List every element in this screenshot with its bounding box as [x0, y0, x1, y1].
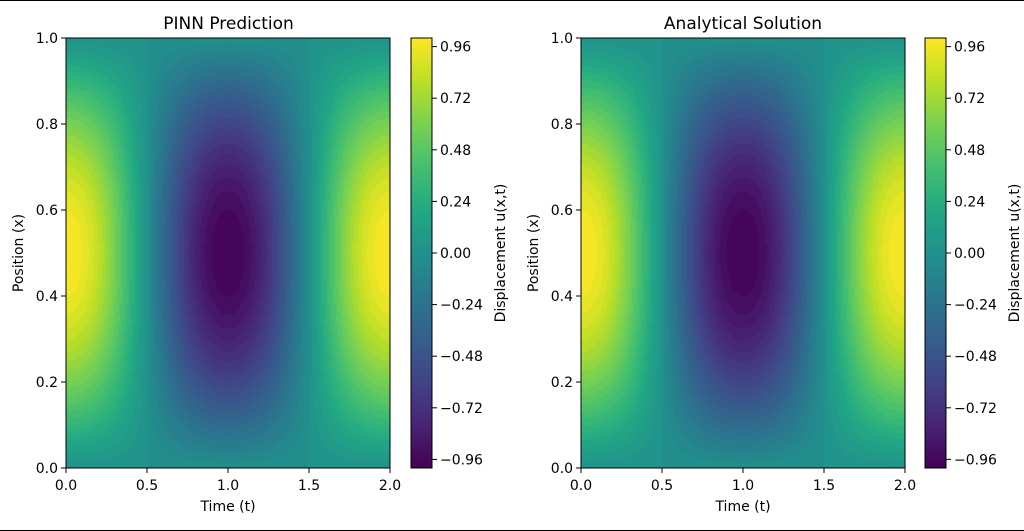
colorbar-tick-label: 0.96 [954, 40, 985, 56]
y-axis-label: Position (x) [526, 214, 542, 292]
colorbar-ticks: −0.96 −0.72 −0.48 −0.24 0.00 0.24 0.48 0.72 0.96 [946, 40, 997, 468]
colorbar-tick-label: −0.72 [954, 401, 997, 417]
colorbar-tick-label: 0.72 [440, 91, 471, 107]
colorbar-tick-label: −0.96 [440, 452, 483, 468]
analytical-solution-panel: Analytical Solution 0.0 0.5 1.0 1.5 2.0 0.00… [526, 14, 1023, 515]
x-tick-label: 0.0 [55, 478, 77, 494]
colorbar-tick-label: −0.48 [440, 349, 483, 365]
y-tick-label: 1.0 [551, 31, 573, 47]
y-tick-label: 0.4 [551, 289, 573, 305]
colorbar-image [411, 38, 432, 468]
chart-title: PINN Prediction [163, 14, 294, 34]
y-axis-ticks: 0.0 0.2 0.4 0.6 0.8 1.0 [36, 31, 66, 477]
x-axis-label: Time (t) [714, 499, 770, 515]
y-tick-label: 0.0 [551, 461, 573, 477]
colorbar-label: Displacement u(x,t) [493, 184, 509, 323]
colorbar-label: Displacement u(x,t) [1007, 184, 1023, 323]
y-tick-label: 0.6 [551, 203, 573, 219]
y-tick-label: 0.0 [36, 461, 58, 477]
y-axis-ticks: 0.0 0.2 0.4 0.6 0.8 1.0 [551, 31, 581, 477]
colorbar-tick-label: 0.24 [440, 194, 471, 210]
colorbar-tick-label: 0.24 [954, 194, 985, 210]
x-axis-label: Time (t) [199, 499, 255, 515]
colorbar-tick-label: −0.24 [954, 298, 997, 314]
heatmap-image [66, 38, 390, 468]
colorbar-tick-label: 0.00 [440, 246, 471, 262]
y-tick-label: 0.6 [36, 203, 58, 219]
y-tick-label: 1.0 [36, 31, 58, 47]
colorbar-tick-label: 0.72 [954, 91, 985, 107]
colorbar-tick-label: −0.72 [440, 401, 483, 417]
colorbar-tick-label: −0.96 [954, 452, 997, 468]
x-tick-label: 1.5 [813, 478, 835, 494]
x-axis-ticks: 0.0 0.5 1.0 1.5 2.0 [570, 468, 916, 494]
heatmap-image [581, 38, 905, 468]
y-axis-label: Position (x) [11, 214, 27, 292]
x-axis-ticks: 0.0 0.5 1.0 1.5 2.0 [55, 468, 401, 494]
colorbar-tick-label: −0.24 [440, 298, 483, 314]
y-tick-label: 0.4 [36, 289, 58, 305]
y-tick-label: 0.8 [551, 117, 573, 133]
x-tick-label: 0.5 [651, 478, 673, 494]
chart-title: Analytical Solution [664, 14, 822, 34]
x-tick-label: 1.0 [217, 478, 239, 494]
colorbar-tick-label: 0.48 [440, 143, 471, 159]
x-tick-label: 0.0 [570, 478, 592, 494]
y-tick-label: 0.8 [36, 117, 58, 133]
colorbar-tick-label: −0.48 [954, 349, 997, 365]
colorbar-tick-label: 0.48 [954, 143, 985, 159]
colorbar-image [925, 38, 946, 468]
x-tick-label: 2.0 [379, 478, 401, 494]
colorbar-tick-label: 0.00 [954, 246, 985, 262]
colorbar-tick-label: 0.96 [440, 40, 471, 56]
x-tick-label: 1.0 [732, 478, 754, 494]
y-tick-label: 0.2 [551, 375, 573, 391]
x-tick-label: 0.5 [136, 478, 158, 494]
pinn-prediction-panel: PINN Prediction 0.0 0.5 1.0 1.5 2.0 0.00.20.… [11, 14, 509, 515]
x-tick-label: 1.5 [298, 478, 320, 494]
y-tick-label: 0.2 [36, 375, 58, 391]
colorbar-ticks: −0.96 −0.72 −0.48 −0.24 0.00 0.24 0.48 0.72 0.96 [432, 40, 483, 468]
x-tick-label: 2.0 [894, 478, 916, 494]
